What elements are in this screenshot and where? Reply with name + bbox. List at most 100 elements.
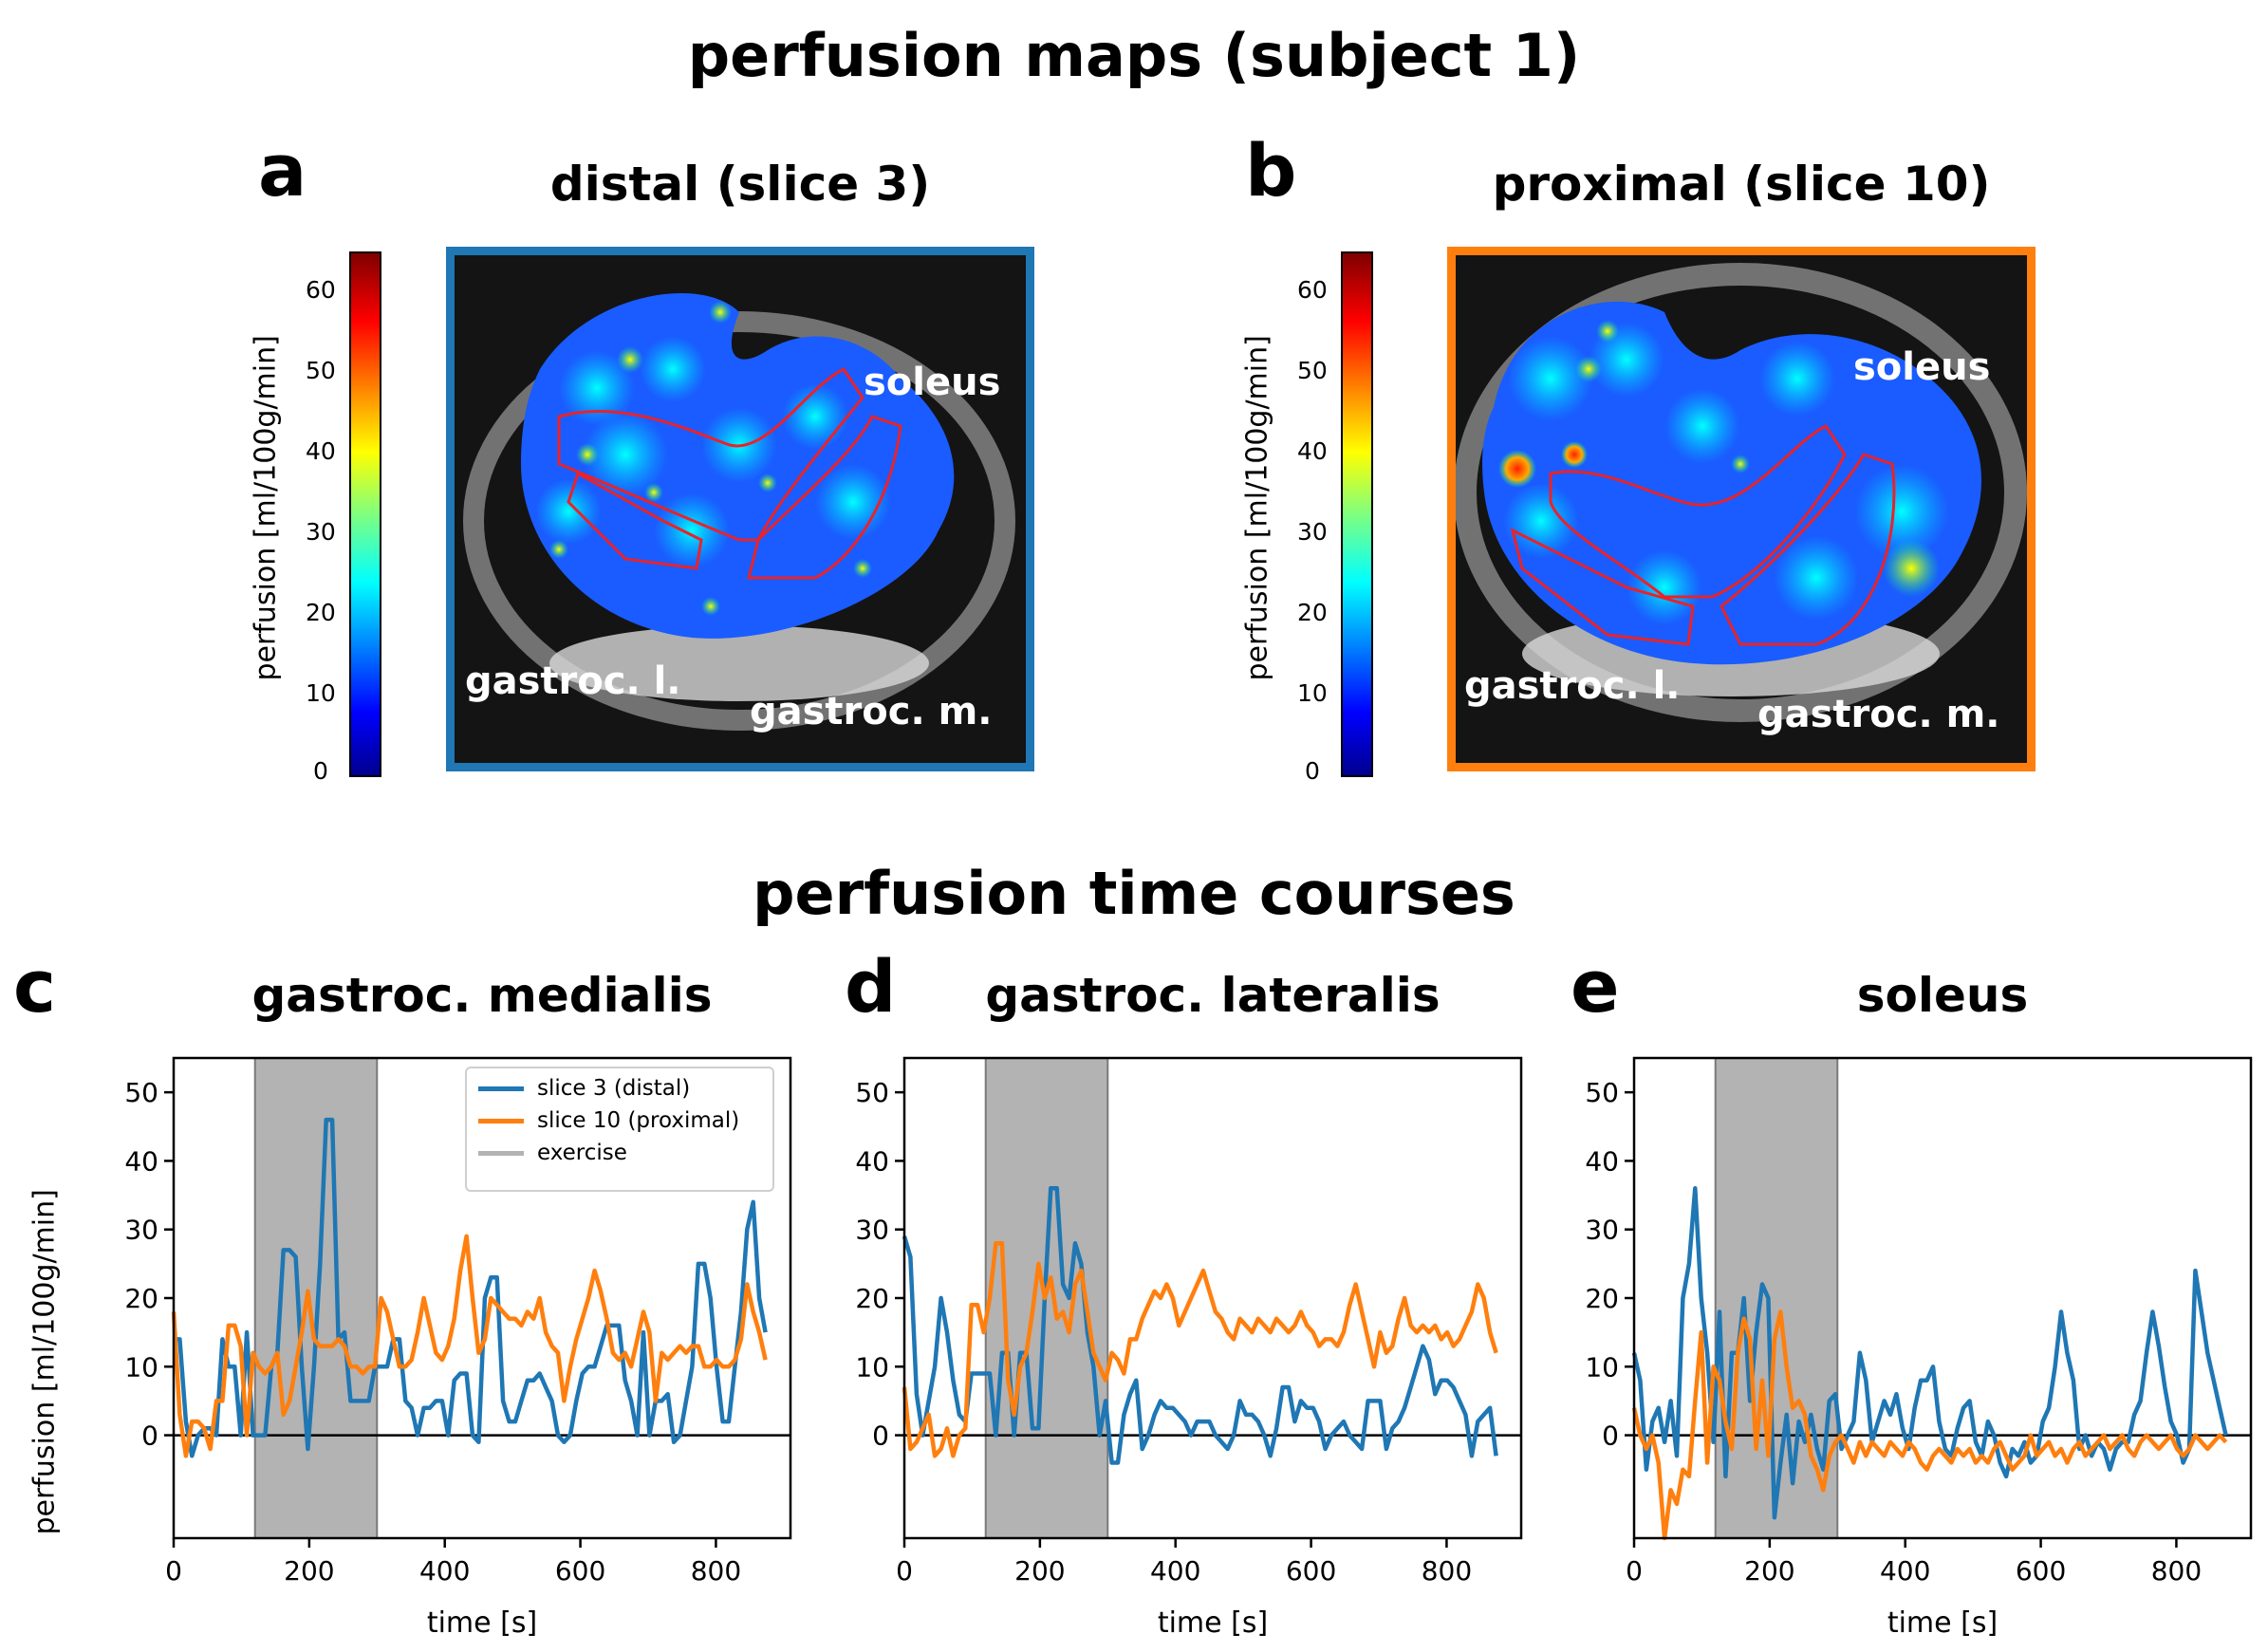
colorbar-b-tick: 0 <box>1305 757 1320 785</box>
roi-outlines <box>1510 424 1896 646</box>
chart-group-d: 0 200 400 600 800 0 10 20 30 40 50 <box>855 1056 1523 1587</box>
legend-item-distal: slice 3 (distal) <box>467 1072 772 1104</box>
colorbar-b-tick: 60 <box>1297 276 1328 304</box>
perfusion-map-distal-image <box>463 293 1015 731</box>
colorbar-a-tick: 20 <box>306 599 336 626</box>
y-tick-label: 20 <box>124 1283 158 1314</box>
y-tick-label: 30 <box>1585 1215 1619 1246</box>
label-soleus-b: soleus <box>1853 345 1991 389</box>
panel-letter-a: a <box>258 128 307 213</box>
series-line-proximal <box>1631 1309 2228 1541</box>
legend-label-proximal: slice 10 (proximal) <box>537 1108 740 1133</box>
colorbar-a-tick: 10 <box>306 679 336 707</box>
perfusion-texture <box>535 301 891 616</box>
legend-swatch-exercise <box>478 1150 524 1156</box>
perfusion-texture <box>1498 320 1949 625</box>
colorbar-b-tick: 50 <box>1297 357 1328 384</box>
series-line-proximal <box>171 1234 768 1458</box>
x-axis-label-c: time [s] <box>426 1606 538 1640</box>
colorbar-a-tick: 60 <box>306 276 336 304</box>
colorbar-a-tick: 50 <box>306 357 336 384</box>
label-gastroc-l-a: gastroc. l. <box>465 659 681 703</box>
colorbar-b-tick: 30 <box>1297 518 1328 546</box>
x-tick-label: 200 <box>1014 1555 1065 1587</box>
x-axis-label-d: time [s] <box>1157 1606 1269 1640</box>
x-tick-label: 600 <box>1286 1555 1336 1587</box>
x-tick-label: 0 <box>165 1555 182 1587</box>
colorbar-b-tick: 20 <box>1297 599 1328 626</box>
perfusion-map-distal <box>446 247 1034 771</box>
x-tick-label: 200 <box>284 1555 334 1587</box>
y-tick-label: 20 <box>855 1283 889 1314</box>
y-tick-label: 50 <box>124 1077 158 1108</box>
legend-label-distal: slice 3 (distal) <box>537 1076 691 1101</box>
colorbar-a-tick: 40 <box>306 437 336 465</box>
legend-label-exercise: exercise <box>537 1141 627 1165</box>
timecourses-title: perfusion time courses <box>753 859 1515 928</box>
chart-title-e: soleus <box>1856 968 2029 1023</box>
x-tick-label: 400 <box>1150 1555 1200 1587</box>
label-gastroc-m-a: gastroc. m. <box>750 690 993 733</box>
colorbar-a <box>349 251 381 777</box>
legend-item-proximal: slice 10 (proximal) <box>467 1104 772 1137</box>
colorbar-a-tick: 30 <box>306 518 336 546</box>
panel-title-b: proximal (slice 10) <box>1492 157 1991 212</box>
y-tick-label: 30 <box>855 1215 889 1246</box>
x-tick-label: 0 <box>896 1555 913 1587</box>
label-soleus-a: soleus <box>864 361 1001 404</box>
y-tick-label: 0 <box>141 1420 158 1452</box>
series-line-proximal <box>902 1240 1498 1458</box>
bone-ring <box>463 311 1015 731</box>
exercise-span <box>1714 1057 1839 1539</box>
chart-title-c: gastroc. medialis <box>251 968 713 1023</box>
colorbar-b <box>1341 251 1373 777</box>
x-tick-label: 800 <box>1422 1555 1472 1587</box>
legend: slice 3 (distal) slice 10 (proximal) exe… <box>465 1067 774 1192</box>
panel-letter-c: c <box>13 944 57 1029</box>
bone-ring <box>1456 263 2027 722</box>
label-gastroc-l-b: gastroc. l. <box>1464 664 1681 708</box>
chart-group-c: 0 200 400 600 800 0 10 20 30 40 50 <box>124 1056 792 1587</box>
y-tick-label: 0 <box>1602 1420 1619 1452</box>
legend-item-exercise: exercise <box>467 1137 772 1169</box>
y-tick-label: 50 <box>1585 1077 1619 1108</box>
y-tick-label: 40 <box>1585 1145 1619 1177</box>
chart-title-d: gastroc. lateralis <box>985 968 1441 1023</box>
x-tick-label: 400 <box>1880 1555 1930 1587</box>
x-tick-label: 600 <box>2016 1555 2066 1587</box>
y-tick-label: 40 <box>124 1145 158 1177</box>
skin-highlight <box>549 625 929 701</box>
perfusion-map-proximal-image <box>1456 263 2027 722</box>
x-tick-label: 200 <box>1744 1555 1794 1587</box>
y-tick-label: 10 <box>124 1351 158 1383</box>
y-tick-label: 0 <box>872 1420 889 1452</box>
chart-group-e: 0 200 400 600 800 0 10 20 30 40 50 <box>1585 1056 2253 1587</box>
colorbar-a-tick: 0 <box>313 757 328 785</box>
y-tick-label: 50 <box>855 1077 889 1108</box>
colorbar-b-tick: 10 <box>1297 679 1328 707</box>
panel-letter-e: e <box>1571 944 1620 1029</box>
series-line-distal <box>902 1186 1498 1465</box>
roi-outlines <box>557 367 902 580</box>
maps-title: perfusion maps (subject 1) <box>687 21 1581 90</box>
y-tick-label: 40 <box>855 1145 889 1177</box>
x-tick-label: 600 <box>555 1555 605 1587</box>
label-gastroc-m-b: gastroc. m. <box>1757 693 2000 736</box>
colorbar-b-tick: 40 <box>1297 437 1328 465</box>
y-tick-label: 10 <box>855 1351 889 1383</box>
y-tick-label: 30 <box>124 1215 158 1246</box>
x-tick-label: 800 <box>691 1555 741 1587</box>
y-tick-label: 20 <box>1585 1283 1619 1314</box>
x-tick-label: 400 <box>419 1555 470 1587</box>
x-tick-label: 0 <box>1626 1555 1643 1587</box>
y-tick-label: 10 <box>1585 1351 1619 1383</box>
panel-letter-d: d <box>845 944 897 1029</box>
panel-title-a: distal (slice 3) <box>549 157 931 212</box>
legend-swatch-distal <box>478 1086 524 1091</box>
legend-swatch-proximal <box>478 1118 524 1123</box>
x-axis-label-e: time [s] <box>1887 1606 1998 1640</box>
panel-letter-b: b <box>1245 128 1297 213</box>
x-tick-label: 800 <box>2151 1555 2202 1587</box>
perfusion-map-proximal <box>1447 247 2036 771</box>
